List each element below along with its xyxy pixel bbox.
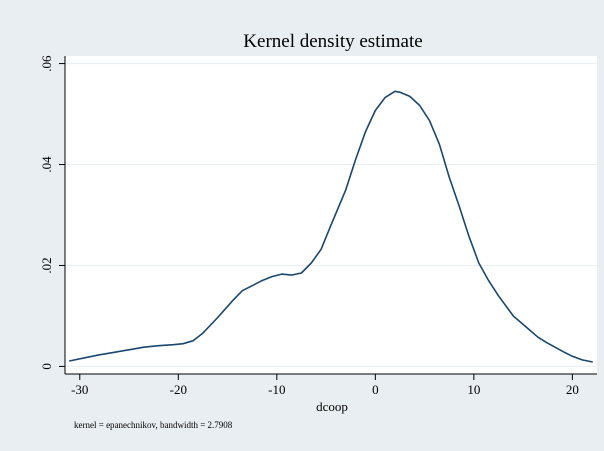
grid-lines	[65, 63, 597, 367]
x-axis-label: dcoop	[316, 399, 348, 414]
x-tick-label: 20	[566, 382, 579, 397]
x-tick-label: -20	[170, 382, 187, 397]
axes: 0 .02 .04 .06 -30 -20 -10 0 10 20	[39, 55, 597, 397]
y-tick-label: .04	[39, 156, 54, 173]
density-line	[69, 90, 593, 363]
x-tick-label: -10	[268, 382, 285, 397]
plot-area	[65, 56, 597, 374]
series-layer	[69, 90, 593, 363]
x-tick-label: 0	[372, 382, 379, 397]
chart-note: kernel = epanechnikov, bandwidth = 2.790…	[74, 420, 233, 430]
y-tick-label: .02	[39, 257, 54, 273]
y-tick-label: .06	[39, 55, 54, 72]
x-tick-label: -30	[71, 382, 88, 397]
x-tick-label: 10	[467, 382, 480, 397]
chart-title: Kernel density estimate	[243, 31, 422, 52]
y-tick-label: 0	[39, 363, 54, 370]
